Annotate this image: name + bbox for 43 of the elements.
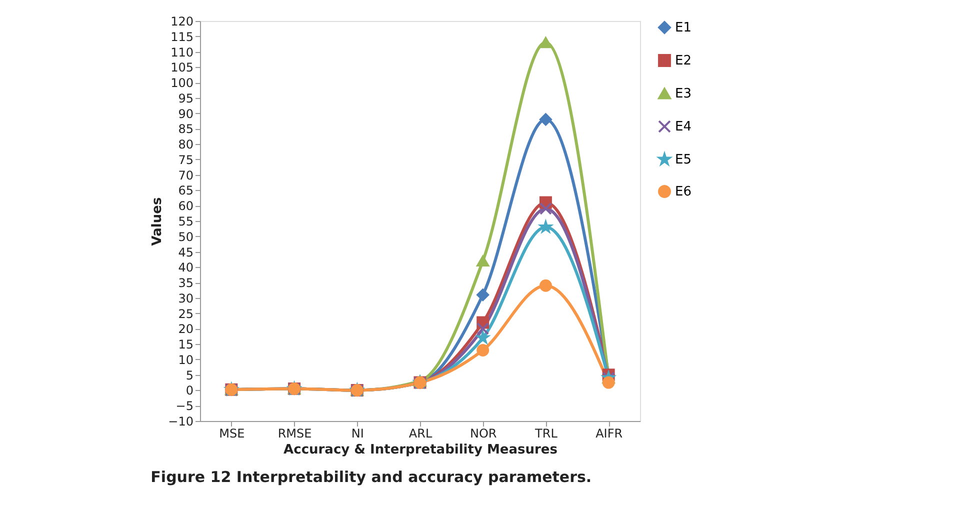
y-tick-label: 45	[178, 245, 194, 260]
y-tick-label: 95	[178, 91, 194, 106]
y-tick-label: 100	[170, 76, 194, 90]
x-axis-title: Accuracy & Interpretability Measures	[284, 442, 558, 458]
y-tick-label: 5	[186, 368, 194, 382]
x-tick-label: NOR	[470, 426, 497, 440]
y-tick-label: 105	[170, 60, 194, 75]
y-tick-label: 40	[178, 260, 194, 275]
x-tick-label: ARL	[408, 426, 432, 440]
y-tick-label: 90	[178, 106, 194, 121]
y-tick-label: 60	[178, 199, 194, 214]
y-tick-label: 85	[178, 122, 194, 136]
x-tick-label: MSE	[219, 426, 245, 440]
y-tick-label: 115	[170, 30, 194, 44]
y-tick-label: 25	[178, 306, 194, 321]
y-tick-label: 80	[178, 138, 194, 152]
y-axis-title: Values	[150, 197, 166, 246]
y-tick-label: 55	[178, 214, 194, 228]
y-tick-label: 0	[186, 384, 194, 398]
x-tick-label: NI	[351, 426, 364, 440]
y-tick-label: 50	[178, 230, 194, 244]
y-tick-label: 10	[178, 352, 194, 367]
legend-label: E2	[675, 54, 692, 68]
y-tick-label: 15	[178, 338, 194, 352]
y-tick-label: 30	[178, 291, 194, 306]
y-tick-label: 65	[178, 184, 194, 198]
legend-label: E4	[675, 120, 692, 134]
x-tick-label: RMSE	[278, 426, 312, 440]
y-tick-label: 120	[170, 14, 194, 28]
y-tick-label: 20	[178, 322, 194, 336]
y-tick-label: −10	[168, 414, 194, 428]
legend-label: E1	[675, 20, 692, 36]
y-tick-label: −5	[176, 399, 194, 414]
y-tick-label: 110	[170, 45, 194, 60]
text: Figure 12 Interpretability and accuracy parameters.	[150, 468, 592, 486]
legend-label: E5	[675, 152, 692, 168]
legend-label: E6	[675, 184, 692, 200]
legend-label: E3	[675, 86, 692, 102]
x-tick-label: AIFR	[596, 426, 623, 440]
y-tick-label: 70	[178, 168, 194, 182]
y-tick-label: 35	[178, 276, 194, 290]
y-tick-label: 75	[178, 152, 194, 167]
x-tick-label: TRL	[534, 426, 558, 440]
